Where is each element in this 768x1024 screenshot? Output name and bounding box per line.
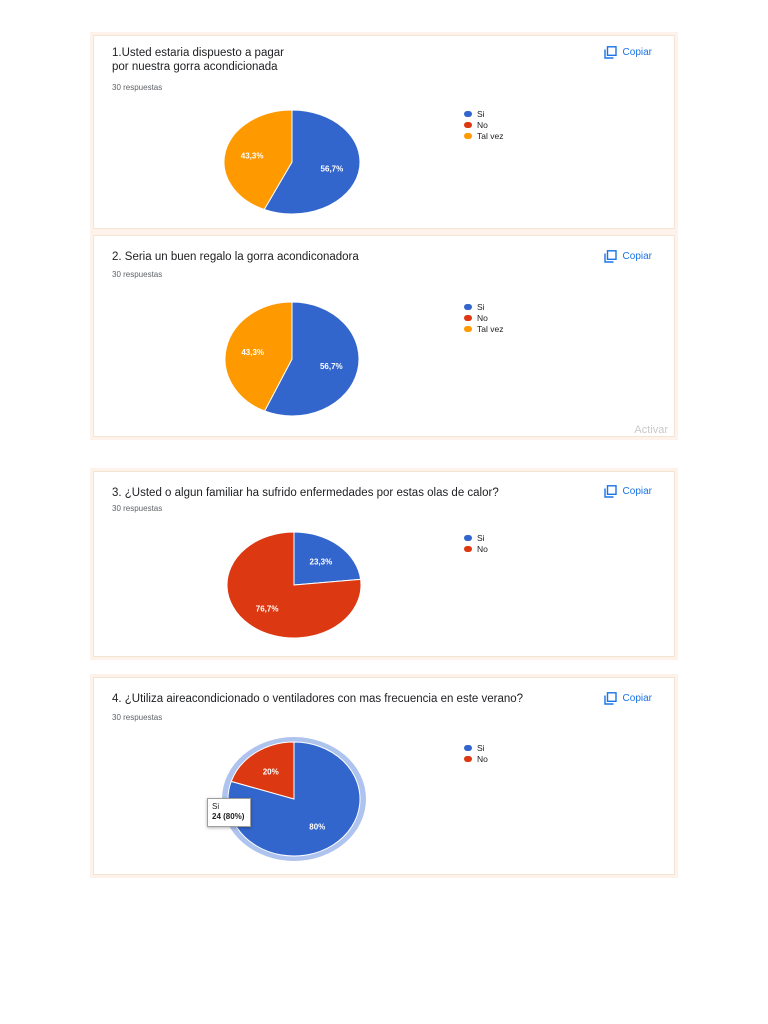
legend-swatch (464, 110, 472, 117)
legend-label: Si (477, 108, 485, 119)
legend-item[interactable]: No (464, 543, 488, 554)
slice-label: 43,3% (241, 348, 264, 357)
pie-slice-si[interactable] (293, 531, 362, 586)
watermark: Activar (634, 424, 668, 436)
copy-label: Copiar (622, 251, 652, 262)
legend: Si No (464, 532, 488, 554)
legend: Si No (464, 742, 488, 764)
legend-item[interactable]: Tal vez (464, 323, 503, 334)
slice-label: 20% (263, 767, 279, 776)
legend-label: Si (477, 742, 485, 753)
pie-slice-no[interactable] (226, 531, 362, 639)
legend-swatch (464, 534, 472, 541)
legend-item[interactable]: Tal vez (464, 130, 503, 141)
pie-slice-tal-vez[interactable] (224, 301, 293, 412)
legend-label: Si (477, 532, 485, 543)
pie-slice-si[interactable] (263, 109, 361, 215)
response-count: 30 respuestas (112, 83, 163, 92)
slice-label: 23,3% (310, 557, 333, 566)
slice-label: 80% (309, 823, 325, 832)
legend-swatch (464, 325, 472, 332)
legend-item[interactable]: Si (464, 742, 488, 753)
legend-swatch (464, 545, 472, 552)
slice-label: 76,7% (256, 605, 279, 614)
copy-button[interactable]: Copiar (603, 250, 652, 263)
tooltip: Si 24 (80%) (207, 798, 252, 827)
legend-item[interactable]: Si (464, 301, 503, 312)
legend-label: No (477, 753, 488, 764)
response-count: 30 respuestas (112, 504, 163, 513)
legend-item[interactable]: No (464, 312, 503, 323)
slice-label: 56,7% (320, 362, 343, 371)
question-title: 4. ¿Utiliza aireacondicionado o ventilad… (112, 693, 524, 705)
legend-label: No (477, 543, 488, 554)
copy-icon (603, 46, 617, 59)
question-title: 2. Seria un buen regalo la gorra acondic… (112, 251, 359, 263)
copy-button[interactable]: Copiar (603, 692, 652, 705)
copy-icon (603, 250, 617, 263)
pie-slice-tal-vez[interactable] (223, 109, 293, 211)
pie-chart: 56,7% 43,3% (223, 109, 361, 215)
legend-label: No (477, 312, 488, 323)
legend-item[interactable]: Si (464, 532, 488, 543)
response-count: 30 respuestas (112, 270, 163, 279)
legend-item[interactable]: No (464, 753, 488, 764)
legend-swatch (464, 132, 472, 139)
legend-label: No (477, 119, 488, 130)
copy-icon (603, 692, 617, 705)
legend-swatch (464, 121, 472, 128)
question-card-1: 1.Usted estaria dispuesto a pagar por nu… (90, 32, 678, 232)
copy-icon (603, 485, 617, 498)
legend-item[interactable]: No (464, 119, 503, 130)
legend-label: Tal vez (477, 323, 504, 334)
pie-slice-no[interactable] (230, 741, 295, 800)
legend-swatch (464, 303, 472, 310)
response-count: 30 respuestas (112, 713, 163, 722)
legend-swatch (464, 755, 472, 762)
copy-label: Copiar (622, 486, 652, 497)
legend-swatch (464, 744, 472, 751)
question-title: 3. ¿Usted o algun familiar ha sufrido en… (112, 487, 499, 499)
slice-label: 43,3% (241, 151, 264, 160)
question-card-2: 2. Seria un buen regalo la gorra acondic… (90, 232, 678, 440)
pie-chart: 56,7% 43,3% (224, 301, 360, 417)
pie-chart: 80% 20% (222, 737, 366, 861)
legend-label: Si (477, 301, 485, 312)
legend: Si No Tal vez (464, 301, 503, 334)
pie-chart: 23,3% 76,7% (226, 531, 362, 639)
question-card-4: 4. ¿Utiliza aireacondicionado o ventilad… (90, 674, 678, 878)
tooltip-label: Si (212, 802, 220, 811)
question-title: 1.Usted estaria dispuesto a pagar por nu… (112, 47, 284, 73)
legend-label: Tal vez (477, 130, 504, 141)
copy-label: Copiar (622, 693, 652, 704)
copy-label: Copiar (622, 47, 652, 58)
slice-label: 56,7% (321, 165, 344, 174)
pie-slice-si[interactable] (263, 301, 360, 417)
copy-button[interactable]: Copiar (603, 46, 652, 59)
copy-button[interactable]: Copiar (603, 485, 652, 498)
legend: Si No Tal vez (464, 108, 503, 141)
legend-item[interactable]: Si (464, 108, 503, 119)
tooltip-value: 24 (80%) (212, 812, 245, 821)
legend-swatch (464, 314, 472, 321)
question-card-3: 3. ¿Usted o algun familiar ha sufrido en… (90, 468, 678, 660)
